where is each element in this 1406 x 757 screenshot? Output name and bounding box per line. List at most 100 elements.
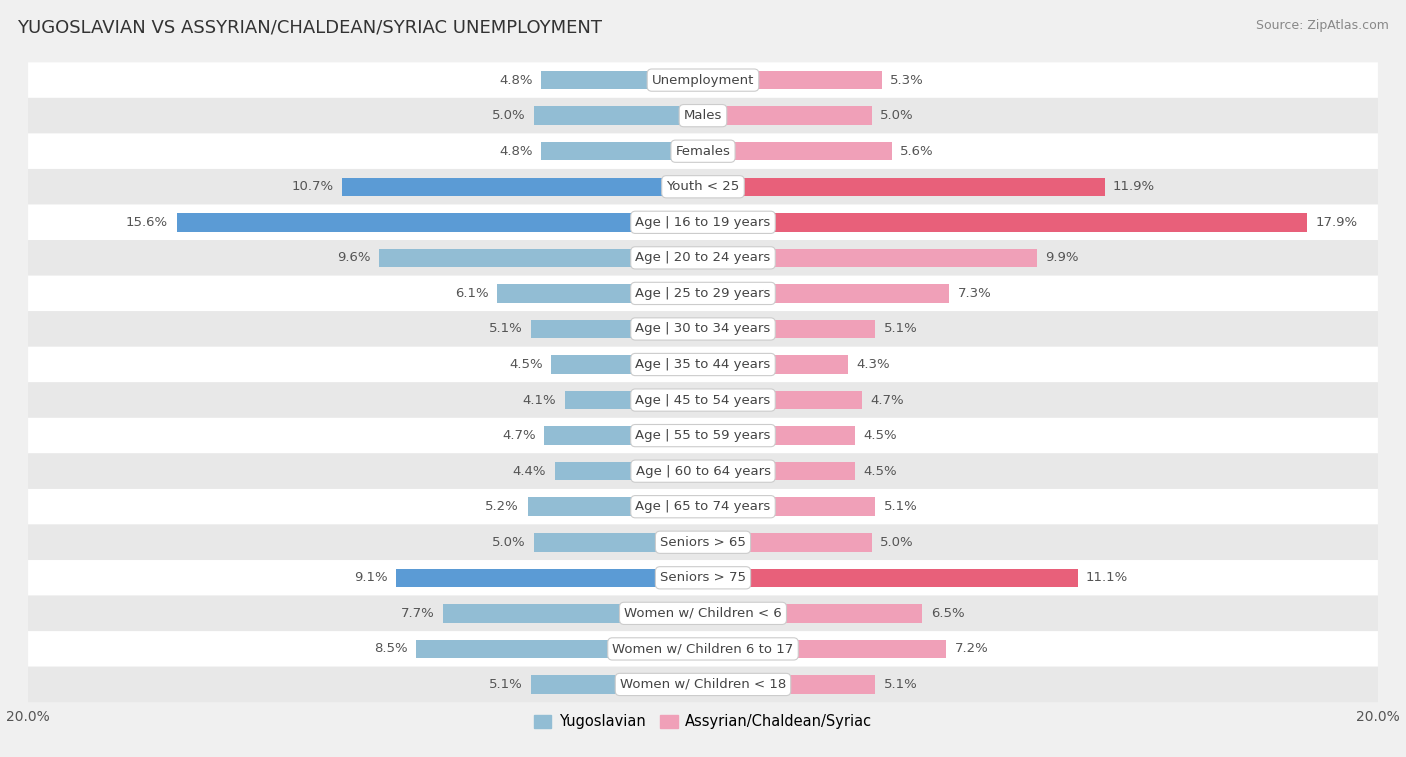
Text: 5.1%: 5.1%	[883, 322, 917, 335]
FancyBboxPatch shape	[28, 596, 1378, 631]
Text: Women w/ Children < 6: Women w/ Children < 6	[624, 607, 782, 620]
Bar	[554, 462, 703, 481]
Bar	[380, 248, 703, 267]
Text: 6.1%: 6.1%	[456, 287, 489, 300]
FancyBboxPatch shape	[28, 276, 1378, 311]
FancyBboxPatch shape	[28, 489, 1378, 525]
FancyBboxPatch shape	[28, 418, 1378, 453]
Text: Males: Males	[683, 109, 723, 122]
Bar	[703, 391, 862, 410]
Text: 5.1%: 5.1%	[883, 678, 917, 691]
Bar	[703, 533, 872, 552]
FancyBboxPatch shape	[28, 347, 1378, 382]
Bar	[541, 142, 703, 160]
FancyBboxPatch shape	[28, 525, 1378, 560]
Bar	[527, 497, 703, 516]
Text: 17.9%: 17.9%	[1316, 216, 1358, 229]
Text: Age | 35 to 44 years: Age | 35 to 44 years	[636, 358, 770, 371]
Bar	[703, 213, 1308, 232]
Text: 10.7%: 10.7%	[291, 180, 333, 193]
Text: 15.6%: 15.6%	[127, 216, 169, 229]
FancyBboxPatch shape	[28, 453, 1378, 489]
Bar	[703, 284, 949, 303]
Text: Females: Females	[675, 145, 731, 157]
Text: 5.3%: 5.3%	[890, 73, 924, 86]
Bar	[703, 178, 1105, 196]
Text: Youth < 25: Youth < 25	[666, 180, 740, 193]
Text: 5.0%: 5.0%	[880, 536, 914, 549]
Text: Age | 65 to 74 years: Age | 65 to 74 years	[636, 500, 770, 513]
Bar	[703, 248, 1038, 267]
Bar	[703, 426, 855, 445]
Text: 5.1%: 5.1%	[489, 678, 523, 691]
Text: 9.9%: 9.9%	[1046, 251, 1078, 264]
Bar	[703, 462, 855, 481]
Bar	[703, 107, 872, 125]
Bar	[703, 569, 1077, 587]
Bar	[531, 319, 703, 338]
Text: Age | 25 to 29 years: Age | 25 to 29 years	[636, 287, 770, 300]
Text: Age | 20 to 24 years: Age | 20 to 24 years	[636, 251, 770, 264]
Bar	[703, 319, 875, 338]
Text: 11.1%: 11.1%	[1085, 572, 1128, 584]
Text: 11.9%: 11.9%	[1114, 180, 1156, 193]
Text: 5.0%: 5.0%	[492, 536, 526, 549]
Bar	[443, 604, 703, 622]
FancyBboxPatch shape	[28, 311, 1378, 347]
Text: Age | 30 to 34 years: Age | 30 to 34 years	[636, 322, 770, 335]
Text: 5.0%: 5.0%	[492, 109, 526, 122]
Text: 4.1%: 4.1%	[523, 394, 557, 407]
Legend: Yugoslavian, Assyrian/Chaldean/Syriac: Yugoslavian, Assyrian/Chaldean/Syriac	[529, 709, 877, 735]
Text: 7.3%: 7.3%	[957, 287, 991, 300]
Text: 9.1%: 9.1%	[354, 572, 388, 584]
Text: Age | 60 to 64 years: Age | 60 to 64 years	[636, 465, 770, 478]
Text: Seniors > 75: Seniors > 75	[659, 572, 747, 584]
Text: 4.5%: 4.5%	[863, 429, 897, 442]
Bar	[342, 178, 703, 196]
Text: Women w/ Children 6 to 17: Women w/ Children 6 to 17	[613, 643, 793, 656]
Bar	[498, 284, 703, 303]
Bar	[703, 604, 922, 622]
Bar	[703, 675, 875, 693]
Bar	[416, 640, 703, 658]
Text: Unemployment: Unemployment	[652, 73, 754, 86]
FancyBboxPatch shape	[28, 560, 1378, 596]
Text: 4.5%: 4.5%	[509, 358, 543, 371]
FancyBboxPatch shape	[28, 240, 1378, 276]
Bar	[703, 142, 891, 160]
Bar	[541, 71, 703, 89]
Text: 7.7%: 7.7%	[401, 607, 434, 620]
Text: 5.1%: 5.1%	[883, 500, 917, 513]
Text: 6.5%: 6.5%	[931, 607, 965, 620]
Text: 4.5%: 4.5%	[863, 465, 897, 478]
Bar	[703, 497, 875, 516]
Text: 5.0%: 5.0%	[880, 109, 914, 122]
FancyBboxPatch shape	[28, 169, 1378, 204]
Text: 9.6%: 9.6%	[337, 251, 371, 264]
FancyBboxPatch shape	[28, 98, 1378, 133]
Bar	[544, 426, 703, 445]
Text: 8.5%: 8.5%	[374, 643, 408, 656]
Text: Seniors > 65: Seniors > 65	[659, 536, 747, 549]
Text: 5.6%: 5.6%	[900, 145, 934, 157]
FancyBboxPatch shape	[28, 667, 1378, 702]
Bar	[703, 71, 882, 89]
Text: 4.3%: 4.3%	[856, 358, 890, 371]
Text: Women w/ Children < 18: Women w/ Children < 18	[620, 678, 786, 691]
Bar	[396, 569, 703, 587]
FancyBboxPatch shape	[28, 204, 1378, 240]
Bar	[534, 107, 703, 125]
Bar	[534, 533, 703, 552]
Bar	[703, 355, 848, 374]
Text: 5.2%: 5.2%	[485, 500, 519, 513]
Text: 4.8%: 4.8%	[499, 73, 533, 86]
Text: 4.4%: 4.4%	[513, 465, 546, 478]
Text: YUGOSLAVIAN VS ASSYRIAN/CHALDEAN/SYRIAC UNEMPLOYMENT: YUGOSLAVIAN VS ASSYRIAN/CHALDEAN/SYRIAC …	[17, 19, 602, 37]
FancyBboxPatch shape	[28, 382, 1378, 418]
Text: Source: ZipAtlas.com: Source: ZipAtlas.com	[1256, 19, 1389, 32]
Text: Age | 55 to 59 years: Age | 55 to 59 years	[636, 429, 770, 442]
Text: 4.7%: 4.7%	[870, 394, 904, 407]
Bar	[565, 391, 703, 410]
Bar	[703, 640, 946, 658]
FancyBboxPatch shape	[28, 133, 1378, 169]
